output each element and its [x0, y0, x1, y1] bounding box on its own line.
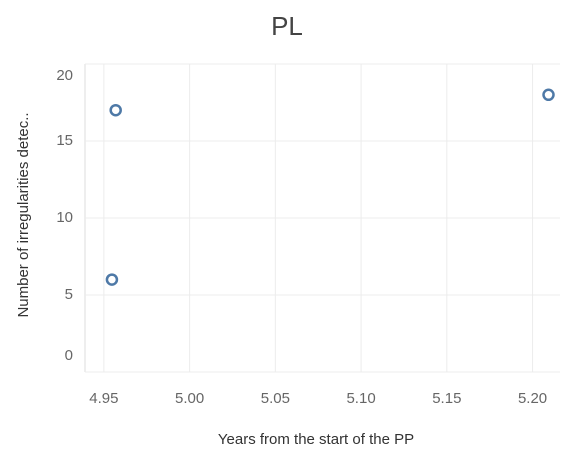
point [105, 273, 119, 286]
y-axis-label: Number of irregularities detec.. [15, 112, 32, 317]
point [109, 103, 122, 117]
y-tick-label: 10 [56, 209, 73, 226]
x-tick-label: 5.15 [432, 390, 461, 407]
chart-title: PL [271, 11, 303, 41]
x-tick-label: 5.10 [346, 390, 375, 407]
x-tick-label: 5.00 [175, 390, 204, 407]
x-tick-label: 5.05 [261, 390, 290, 407]
x-axis-label: Years from the start of the PP [218, 431, 414, 448]
y-tick-label: 15 [56, 132, 73, 149]
y-tick-label: 0 [65, 347, 73, 364]
y-tick-label: 5 [65, 286, 73, 303]
y-tick-label: 20 [56, 67, 73, 84]
x-tick-label: 5.20 [518, 390, 547, 407]
point [542, 88, 555, 102]
x-tick-label: 4.95 [89, 390, 118, 407]
